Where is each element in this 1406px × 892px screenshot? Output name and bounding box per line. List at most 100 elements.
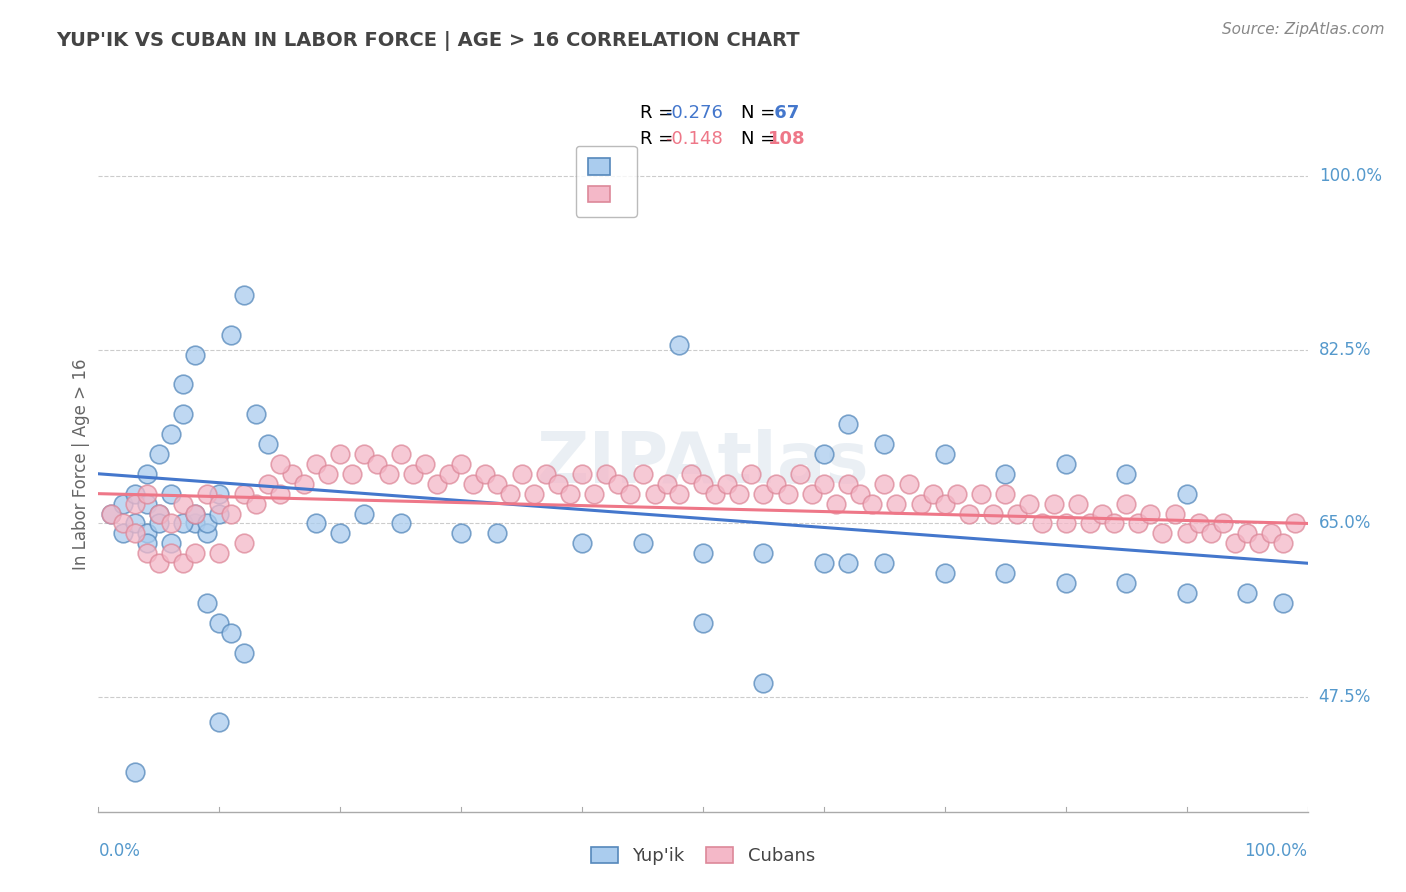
Point <box>160 427 183 442</box>
Text: Source: ZipAtlas.com: Source: ZipAtlas.com <box>1222 22 1385 37</box>
Point <box>160 546 183 560</box>
Point <box>195 516 218 531</box>
Point <box>668 486 690 500</box>
Point <box>353 507 375 521</box>
Point <box>655 476 678 491</box>
Point <box>994 566 1017 581</box>
Point <box>1199 526 1222 541</box>
Point <box>583 486 606 500</box>
Point <box>232 646 254 660</box>
Text: 67: 67 <box>768 104 799 122</box>
Point <box>329 447 352 461</box>
Point <box>208 615 231 630</box>
Point <box>135 526 157 541</box>
Point <box>813 556 835 570</box>
Point <box>1007 507 1029 521</box>
Point <box>208 497 231 511</box>
Point <box>1260 526 1282 541</box>
Point <box>148 507 170 521</box>
Text: R =: R = <box>640 130 679 148</box>
Point <box>813 476 835 491</box>
Point <box>994 486 1017 500</box>
Point <box>886 497 908 511</box>
Point <box>148 556 170 570</box>
Point <box>111 497 134 511</box>
Text: 100.0%: 100.0% <box>1244 842 1308 860</box>
Point <box>1212 516 1234 531</box>
Text: ZIPAtlas: ZIPAtlas <box>537 429 869 499</box>
Point <box>1139 507 1161 521</box>
Point <box>1163 507 1185 521</box>
Point <box>547 476 569 491</box>
Point <box>474 467 496 481</box>
Legend: Yup'ik, Cubans: Yup'ik, Cubans <box>583 839 823 872</box>
Point <box>813 447 835 461</box>
Point <box>221 625 243 640</box>
Point <box>208 546 231 560</box>
Point <box>837 476 859 491</box>
Point <box>208 486 231 500</box>
Point <box>124 516 146 531</box>
Point <box>1042 497 1064 511</box>
Text: N =: N = <box>741 130 780 148</box>
Point <box>1018 497 1040 511</box>
Point <box>765 476 787 491</box>
Point <box>172 556 194 570</box>
Point <box>1078 516 1101 531</box>
Point <box>571 536 593 550</box>
Point <box>160 516 183 531</box>
Point <box>981 507 1004 521</box>
Point <box>740 467 762 481</box>
Text: -0.148: -0.148 <box>665 130 723 148</box>
Point <box>692 546 714 560</box>
Point <box>1067 497 1090 511</box>
Point <box>316 467 339 481</box>
Point <box>148 447 170 461</box>
Point <box>692 615 714 630</box>
Point <box>607 476 630 491</box>
Point <box>789 467 811 481</box>
Point <box>184 546 207 560</box>
Point <box>148 507 170 521</box>
Point <box>631 467 654 481</box>
Point <box>752 675 775 690</box>
Point <box>897 476 920 491</box>
Point <box>221 507 243 521</box>
Point <box>221 327 243 342</box>
Point <box>752 546 775 560</box>
Text: -0.276: -0.276 <box>665 104 723 122</box>
Point <box>1188 516 1211 531</box>
Point <box>957 507 980 521</box>
Point <box>679 467 702 481</box>
Point <box>1102 516 1125 531</box>
Point <box>571 467 593 481</box>
Point <box>111 516 134 531</box>
Point <box>873 437 896 451</box>
Point <box>1115 497 1137 511</box>
Point <box>825 497 848 511</box>
Text: 100.0%: 100.0% <box>1319 167 1382 185</box>
Point <box>232 536 254 550</box>
Point <box>849 486 872 500</box>
Point <box>1091 507 1114 521</box>
Point <box>946 486 969 500</box>
Point <box>510 467 533 481</box>
Point <box>752 486 775 500</box>
Point <box>704 486 727 500</box>
Point <box>329 526 352 541</box>
Point <box>498 486 520 500</box>
Point <box>184 516 207 531</box>
Point <box>413 457 436 471</box>
Point <box>728 486 751 500</box>
Point <box>195 526 218 541</box>
Text: 0.0%: 0.0% <box>98 842 141 860</box>
Point <box>692 476 714 491</box>
Point <box>1115 576 1137 591</box>
Text: N =: N = <box>741 104 780 122</box>
Point <box>124 497 146 511</box>
Point <box>389 447 412 461</box>
Point <box>619 486 641 500</box>
Point <box>486 526 509 541</box>
Point <box>631 536 654 550</box>
Point <box>111 526 134 541</box>
